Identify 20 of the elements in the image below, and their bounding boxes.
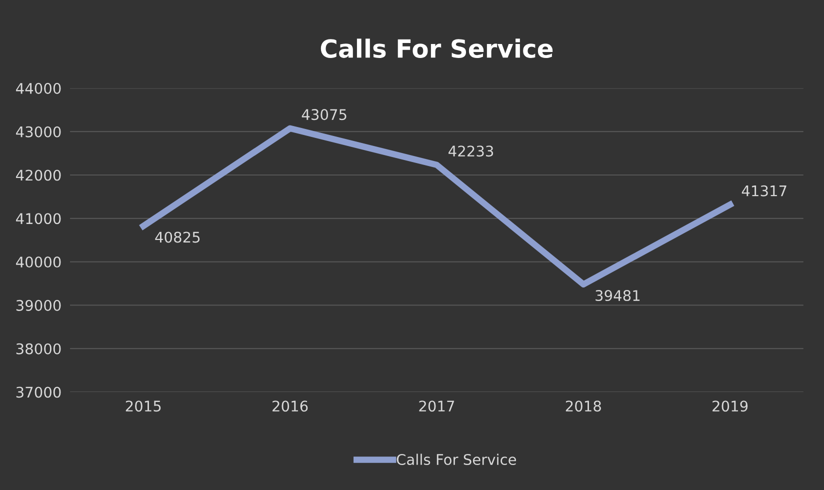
x-tick-label: 2017 (419, 400, 454, 412)
y-tick-label: 41000 (16, 213, 61, 224)
chart-title: Calls For Service (320, 38, 553, 58)
x-tick-label: 2016 (272, 400, 308, 412)
x-tick-label: 2019 (712, 400, 748, 412)
data-label: 43075 (302, 109, 346, 120)
y-tick-label: 37000 (16, 386, 61, 398)
x-tick-label: 2015 (126, 400, 161, 412)
data-label: 42233 (448, 146, 494, 157)
legend-label: Calls For Service (396, 454, 516, 466)
y-tick-label: 44000 (16, 82, 61, 94)
x-tick-label: 2018 (566, 400, 601, 412)
data-label: 39481 (596, 290, 640, 302)
y-tick-label: 42000 (16, 170, 61, 181)
y-tick-label: 43000 (16, 126, 61, 138)
y-tick-label: 39000 (16, 300, 61, 311)
data-label: 41317 (742, 185, 786, 196)
y-tick-label: 38000 (16, 343, 61, 354)
y-tick-label: 40000 (16, 256, 61, 268)
data-label: 40825 (155, 232, 200, 243)
